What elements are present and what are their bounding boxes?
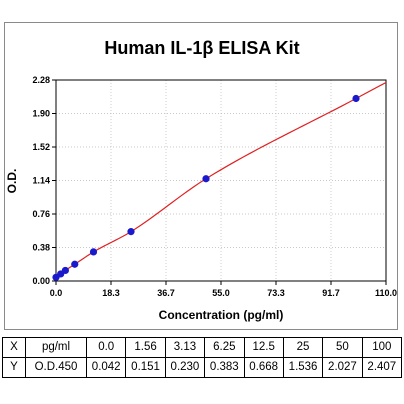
table-cell: 50 — [322, 337, 363, 358]
x-tick-label: 110.0 — [375, 288, 397, 298]
table-cell: 6.25 — [204, 337, 245, 358]
table-cell: Y — [2, 357, 26, 378]
tick-layer: 0.0 18.3 36.7 55.0 73.3 91.7 110.0 0.00 0.38 0.76… — [32, 75, 397, 298]
x-tick-label: 91.7 — [322, 288, 340, 298]
x-tick-label: 18.3 — [102, 288, 120, 298]
chart-title: Human IL-1β ELISA Kit — [104, 38, 300, 58]
y-axis-label: O.D. — [5, 169, 19, 194]
table-cell: 3.13 — [164, 337, 206, 358]
chart-frame — [4, 22, 398, 330]
table-cell: 2.027 — [322, 357, 363, 378]
data-point — [89, 248, 98, 256]
table-cell: 12.5 — [243, 337, 284, 358]
point-layer — [52, 94, 360, 281]
y-tick-label: 0.76 — [32, 209, 50, 219]
x-tick-label: 55.0 — [212, 288, 230, 298]
table-cell: 2.407 — [361, 357, 403, 378]
y-tick-label: 1.90 — [32, 109, 50, 119]
data-point — [127, 228, 135, 236]
table-cell: 0.668 — [243, 357, 284, 378]
table-cell: 0.0 — [85, 337, 127, 358]
x-tick-label: 36.7 — [157, 288, 175, 298]
grid-layer — [56, 80, 386, 281]
data-point — [61, 266, 69, 275]
table-cell: 0.042 — [85, 357, 127, 378]
table-cell: O.D.450 — [25, 357, 87, 378]
table-cell: 0.151 — [125, 357, 166, 378]
x-tick-label: 0.0 — [50, 288, 63, 298]
x-axis-label: Concentration (pg/ml) — [159, 308, 284, 322]
y-tick-label: 1.52 — [32, 142, 50, 152]
table-cell: pg/ml — [25, 337, 87, 358]
table-cell: 0.383 — [204, 357, 245, 378]
table-cell: 0.230 — [164, 357, 206, 378]
y-tick-label: 0.38 — [32, 243, 50, 253]
data-point — [71, 260, 79, 268]
table-cell: X — [2, 337, 26, 358]
table-cell: 1.56 — [125, 337, 166, 358]
table-cell: 1.536 — [282, 357, 324, 378]
data-point — [352, 94, 360, 103]
data-point — [202, 175, 210, 183]
table-cell: 100 — [361, 337, 403, 358]
table-row: Y O.D.450 0.042 0.151 0.230 0.383 0.668 1.536 2.… — [2, 357, 403, 378]
x-tick-label: 73.3 — [267, 288, 285, 298]
table-cell: 25 — [282, 337, 324, 358]
y-tick-label: 2.28 — [32, 75, 50, 85]
y-tick-label: 0.00 — [32, 276, 50, 286]
y-tick-label: 1.14 — [32, 176, 50, 186]
